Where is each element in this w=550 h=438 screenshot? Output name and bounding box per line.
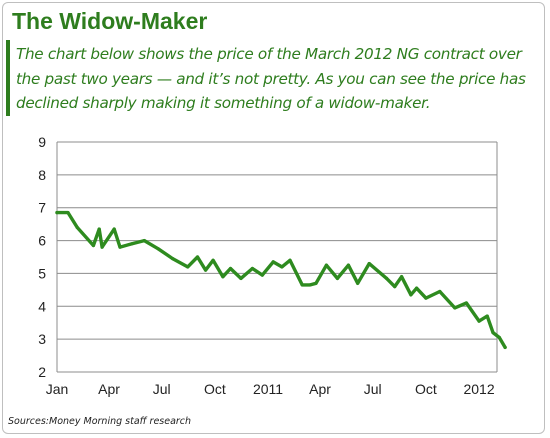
x-tick-label: Apr (309, 381, 331, 397)
source-label: Sources: (8, 416, 49, 427)
data-point (497, 335, 501, 340)
chart-title: The Widow-Maker (12, 8, 208, 34)
data-point (260, 273, 264, 277)
data-point (314, 281, 318, 285)
data-point (271, 260, 275, 264)
data-point (415, 286, 419, 290)
data-point (424, 296, 428, 300)
data-point (195, 255, 200, 259)
y-tick-label: 3 (38, 331, 46, 347)
x-tick-label: Oct (415, 381, 437, 397)
data-point (453, 306, 457, 310)
data-point (211, 258, 215, 262)
data-point (335, 276, 339, 280)
data-point (477, 319, 481, 323)
data-point (142, 239, 146, 243)
x-tick-label: Jul (153, 381, 171, 397)
data-point (300, 283, 304, 287)
data-point (308, 283, 312, 287)
data-point (250, 266, 254, 271)
data-point (118, 245, 122, 249)
x-tick-label: 2011 (253, 381, 283, 397)
data-point (221, 275, 225, 279)
x-tick-label: 2012 (463, 381, 494, 397)
data-point (367, 262, 371, 266)
accent-bar (6, 40, 10, 116)
data-point (409, 293, 413, 297)
data-point (503, 345, 507, 349)
data-point (400, 275, 404, 279)
data-point (204, 268, 208, 272)
x-tick-label: Apr (98, 381, 120, 397)
x-tick-label: Oct (204, 381, 226, 397)
figure-frame (2, 2, 545, 434)
y-tick-label: 6 (38, 233, 46, 249)
data-point (97, 227, 101, 231)
y-tick-label: 2 (38, 364, 46, 380)
data-point (130, 242, 134, 246)
data-point (485, 314, 489, 318)
y-tick-label: 4 (38, 298, 46, 314)
data-point (156, 247, 160, 251)
data-point (385, 276, 389, 280)
data-point (91, 243, 95, 248)
x-tick-label: Jul (364, 381, 382, 397)
data-point (280, 265, 284, 269)
data-point (491, 331, 495, 335)
data-point (171, 257, 175, 261)
source-text: Money Morning staff research (49, 416, 192, 427)
y-tick-label: 9 (38, 134, 46, 150)
data-point (464, 301, 468, 305)
y-tick-label: 7 (38, 200, 46, 216)
data-point (186, 265, 190, 269)
data-point (346, 263, 350, 267)
data-point (228, 266, 233, 271)
chart-subtitle: The chart below shows the price of the M… (16, 45, 526, 112)
x-tick-label: Jan (46, 381, 69, 397)
data-point (324, 263, 328, 267)
source-note: Sources:Money Morning staff research (8, 416, 191, 427)
y-tick-label: 8 (38, 167, 46, 183)
data-point (438, 289, 442, 294)
series-line (55, 210, 507, 350)
data-point (66, 211, 70, 215)
data-point (288, 258, 292, 262)
data-point (393, 285, 397, 289)
y-tick-label: 5 (38, 265, 46, 281)
data-point (239, 276, 243, 280)
data-point (55, 211, 59, 215)
data-point (75, 225, 79, 229)
data-point (356, 281, 360, 285)
data-point (100, 245, 104, 249)
data-point (112, 227, 116, 231)
